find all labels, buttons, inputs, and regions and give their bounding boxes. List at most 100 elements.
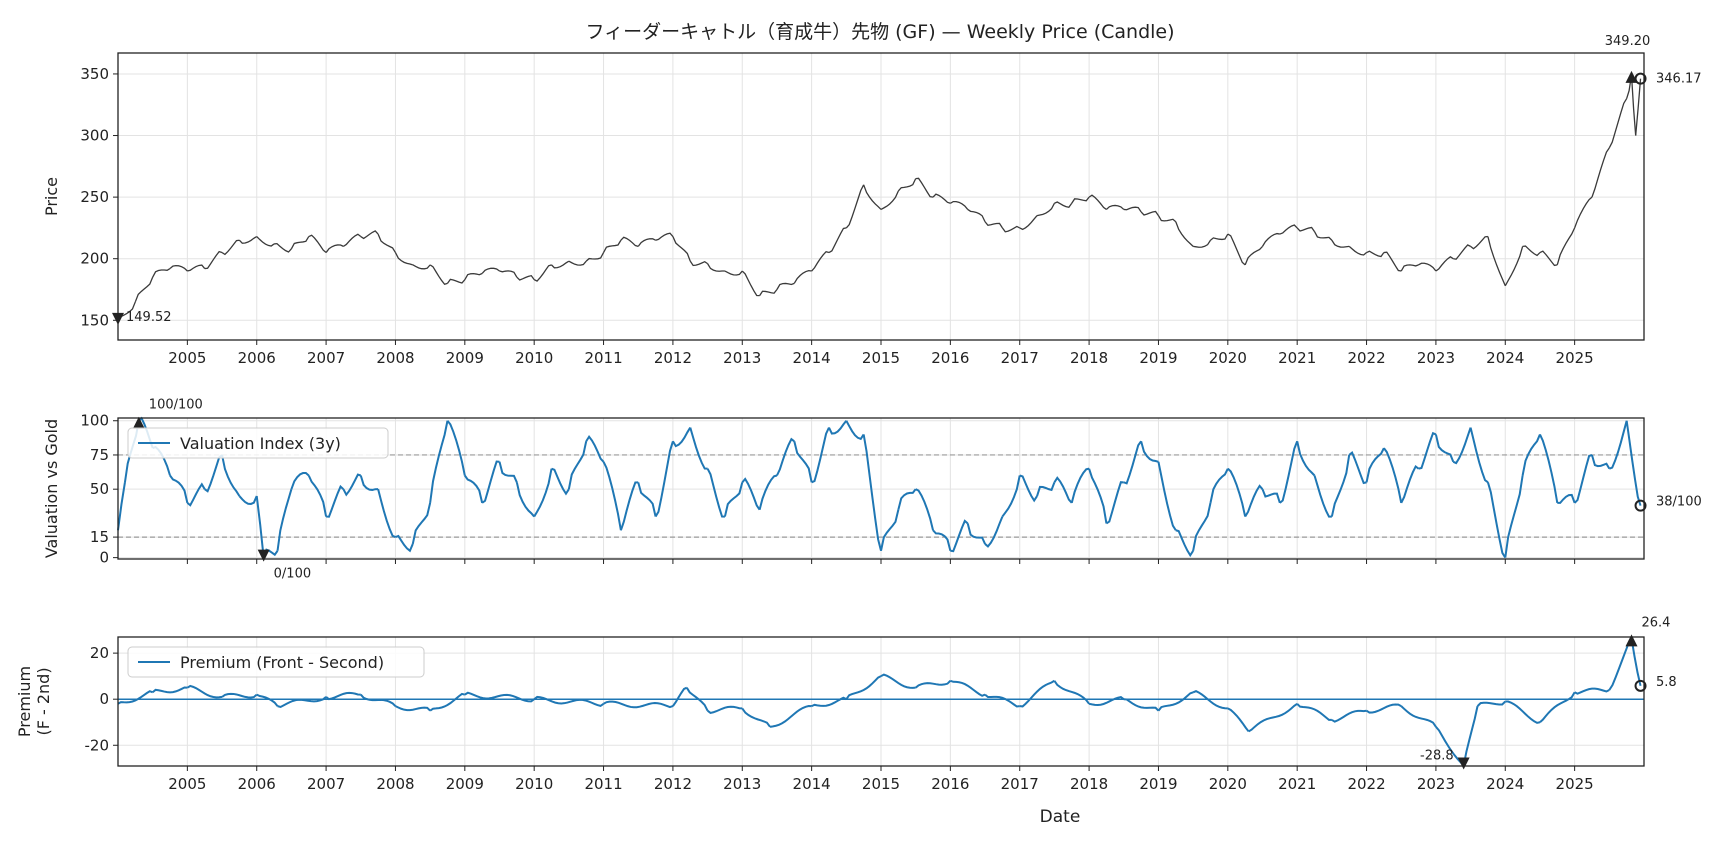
series-segment xyxy=(828,420,848,435)
series-segment xyxy=(1331,709,1367,723)
price-candle-segment xyxy=(343,233,362,247)
price-candle-segment xyxy=(446,278,466,284)
x-tick-label: 2021 xyxy=(1278,349,1316,367)
max-annotation: 349.20 xyxy=(1605,34,1651,49)
series-segment xyxy=(1418,431,1437,470)
price-candle-segment xyxy=(290,236,310,250)
price-candle-segment xyxy=(412,264,431,270)
series-segment xyxy=(186,684,223,699)
price-candle-segment xyxy=(1193,239,1212,248)
series-segment xyxy=(1476,700,1506,707)
price-candle-segment xyxy=(672,236,691,262)
legend-label: Valuation Index (3y) xyxy=(180,434,341,453)
max-annotation: 100/100 xyxy=(149,398,203,413)
price-candle-segment xyxy=(1400,264,1419,272)
x-tick-label: 2016 xyxy=(931,775,969,793)
series-segment xyxy=(897,488,917,510)
series-segment xyxy=(1123,440,1142,485)
x-tick-label: 2020 xyxy=(1209,349,1247,367)
series-segment xyxy=(395,534,414,553)
series-segment xyxy=(1608,420,1628,470)
x-tick-label: 2015 xyxy=(862,775,900,793)
series-segment xyxy=(276,488,293,551)
x-tick-label: 2025 xyxy=(1556,775,1594,793)
series-segment xyxy=(1591,454,1611,470)
price-candle-segment xyxy=(1088,194,1107,210)
series-segment xyxy=(481,460,500,504)
price-candle-segment xyxy=(863,184,882,210)
price-candle-segment xyxy=(759,289,778,297)
series-segment xyxy=(360,693,397,707)
y-tick-label: 0 xyxy=(99,690,109,708)
series-segment xyxy=(672,427,692,448)
series-segment xyxy=(411,502,432,545)
price-candle-segment xyxy=(152,267,171,278)
series-segment xyxy=(776,437,795,476)
series-segment xyxy=(1348,451,1367,485)
series-segment xyxy=(880,673,916,689)
price-candle-segment xyxy=(1313,231,1333,241)
series-segment xyxy=(984,516,1004,548)
axes-frame xyxy=(117,52,1645,341)
series-segment xyxy=(464,474,484,504)
series-segment xyxy=(1088,468,1108,524)
last-marker xyxy=(1634,679,1647,692)
series-segment xyxy=(464,691,535,703)
price-candle-segment xyxy=(377,233,397,253)
x-tick-label: 2021 xyxy=(1278,775,1316,793)
series-segment xyxy=(429,420,449,504)
price-candle-segment xyxy=(464,272,483,280)
panel-3: 2005 2006 2007 2008 2009 2010 2011 2012 2013 2014… xyxy=(15,615,1677,793)
series-segment xyxy=(1244,484,1264,518)
price-candle-segment xyxy=(707,263,725,272)
series-segment xyxy=(1192,690,1228,710)
series-segment xyxy=(204,454,223,493)
x-tick-label: 2018 xyxy=(1070,349,1108,367)
series-segment xyxy=(1557,493,1576,504)
price-candle-segment xyxy=(897,178,917,192)
price-candle-segment xyxy=(1331,239,1350,248)
series-segment xyxy=(1486,482,1507,559)
price-candle-segment xyxy=(950,200,969,210)
series-segment xyxy=(811,427,830,484)
series-segment xyxy=(551,467,570,496)
series-segment xyxy=(672,686,688,707)
x-tick-label: 2016 xyxy=(931,349,969,367)
price-candle-segment xyxy=(1435,256,1454,272)
series-segment xyxy=(1019,474,1038,503)
series-segment xyxy=(741,707,771,728)
last-marker xyxy=(1634,72,1647,85)
price-candle-segment xyxy=(1470,235,1488,250)
price-candle-segment xyxy=(1261,232,1280,247)
series-segment xyxy=(1279,440,1299,504)
price-candle-segment xyxy=(274,242,292,253)
series-segment xyxy=(880,509,900,551)
series-segment xyxy=(1452,427,1472,465)
x-tick-label: 2020 xyxy=(1209,775,1247,793)
y-tick-label: 0 xyxy=(99,549,109,567)
series-segment xyxy=(1574,687,1610,695)
series-segment xyxy=(1383,447,1403,504)
series-segment xyxy=(915,488,934,531)
series-segment xyxy=(1469,427,1489,484)
price-candle-segment xyxy=(1556,227,1576,266)
x-tick-label: 2018 xyxy=(1070,775,1108,793)
min-annotation: 0/100 xyxy=(274,567,311,582)
series-segment xyxy=(290,472,310,490)
x-tick-label: 2014 xyxy=(793,775,831,793)
series-segment xyxy=(1053,476,1073,504)
series-segment xyxy=(1625,420,1642,506)
x-tick-label: 2009 xyxy=(446,775,484,793)
series-segment xyxy=(1157,461,1177,531)
axes-frame xyxy=(117,636,1645,767)
series-segment xyxy=(603,700,674,709)
price-candle-segment xyxy=(1630,74,1637,136)
price-candle-segment xyxy=(1123,206,1142,213)
series-segment xyxy=(793,441,813,483)
series-segment xyxy=(221,692,258,699)
x-tick-label: 2023 xyxy=(1417,349,1455,367)
series-segment xyxy=(1296,441,1316,477)
price-candle-segment xyxy=(915,177,934,198)
x-tick-label: 2013 xyxy=(723,349,761,367)
price-candle-segment xyxy=(1608,98,1628,149)
